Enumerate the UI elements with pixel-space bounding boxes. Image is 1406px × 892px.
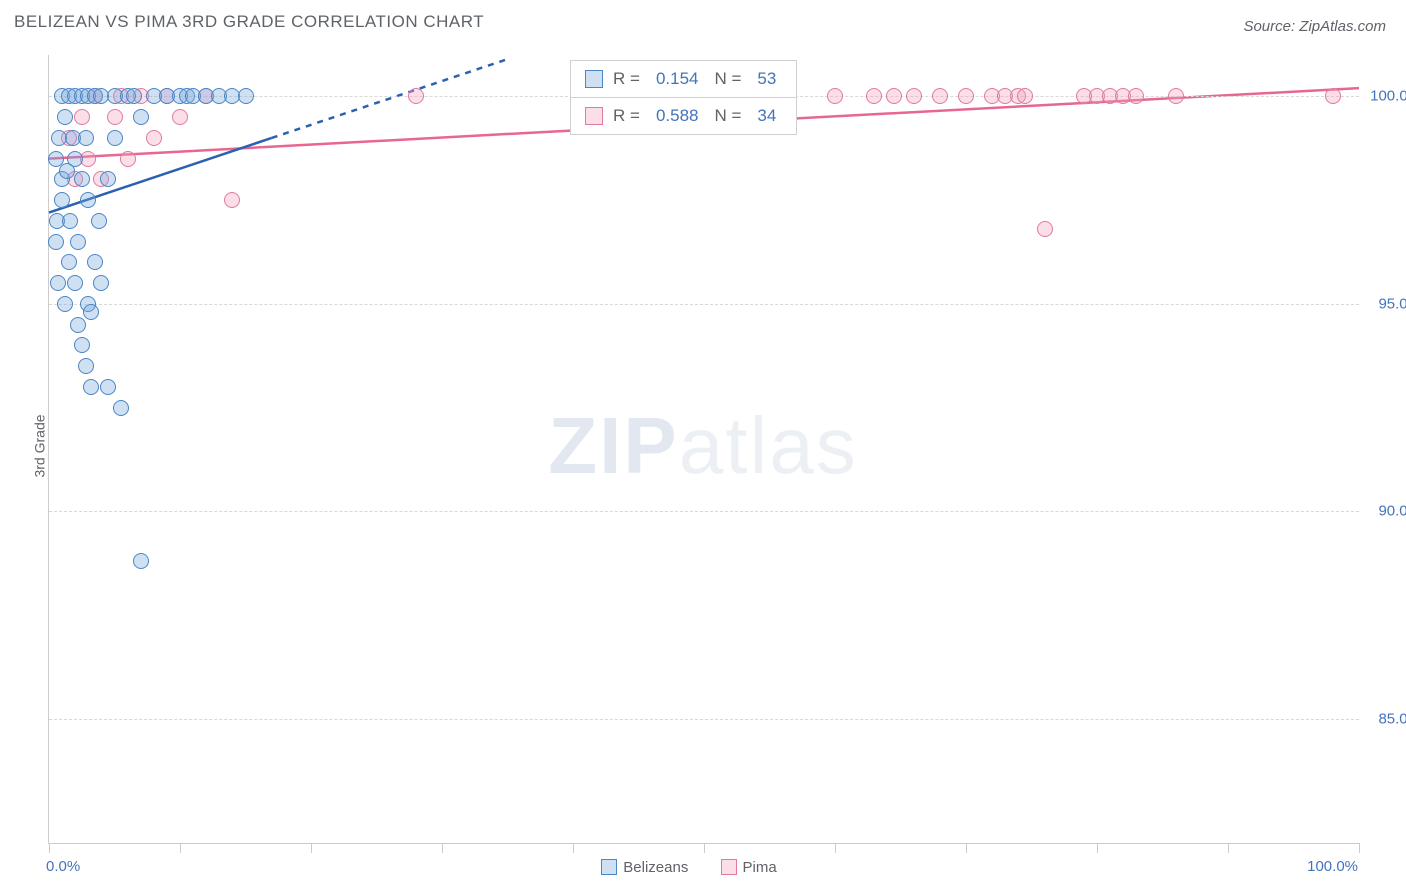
chart-svg (49, 55, 1359, 843)
x-tick (835, 843, 836, 853)
scatter-point-pima (172, 109, 188, 125)
scatter-point-pima (74, 109, 90, 125)
scatter-point-belizean (50, 275, 66, 291)
x-tick (1359, 843, 1360, 853)
scatter-point-pima (408, 88, 424, 104)
scatter-point-pima (1168, 88, 1184, 104)
legend-label-blue: Belizeans (623, 859, 688, 876)
scatter-point-pima (906, 88, 922, 104)
regression-line (272, 59, 508, 138)
scatter-point-pima (1325, 88, 1341, 104)
gridline (49, 511, 1359, 512)
scatter-point-belizean (83, 304, 99, 320)
y-tick-label: 90.0% (1378, 503, 1406, 520)
x-tick (49, 843, 50, 853)
n-value-blue: 53 (757, 69, 776, 89)
legend-row-pink: R =0.588 N =34 (571, 97, 796, 134)
y-tick-label: 95.0% (1378, 295, 1406, 312)
legend-swatch-pink (721, 859, 737, 875)
swatch-blue (585, 70, 603, 88)
scatter-point-belizean (100, 379, 116, 395)
scatter-point-pima (146, 130, 162, 146)
scatter-point-pima (1037, 221, 1053, 237)
x-tick (311, 843, 312, 853)
scatter-point-pima (932, 88, 948, 104)
chart-title: BELIZEAN VS PIMA 3RD GRADE CORRELATION C… (14, 12, 484, 32)
scatter-point-belizean (57, 296, 73, 312)
y-axis-label: 3rd Grade (32, 414, 48, 477)
source-label: Source: ZipAtlas.com (1243, 18, 1386, 35)
correlation-legend: R =0.154 N =53 R =0.588 N =34 (570, 60, 797, 135)
scatter-point-belizean (107, 130, 123, 146)
legend-swatch-blue (601, 859, 617, 875)
scatter-point-pima (958, 88, 974, 104)
scatter-point-pima (120, 151, 136, 167)
scatter-point-pima (107, 109, 123, 125)
scatter-point-belizean (74, 337, 90, 353)
x-tick (1097, 843, 1098, 853)
scatter-point-belizean (133, 109, 149, 125)
r-value-blue: 0.154 (656, 69, 699, 89)
y-tick-label: 100.0% (1370, 88, 1406, 105)
scatter-point-pima (1128, 88, 1144, 104)
scatter-point-pima (827, 88, 843, 104)
x-tick (704, 843, 705, 853)
scatter-point-belizean (238, 88, 254, 104)
gridline (49, 719, 1359, 720)
scatter-point-belizean (74, 171, 90, 187)
n-value-pink: 34 (757, 106, 776, 126)
scatter-point-pima (1017, 88, 1033, 104)
scatter-point-belizean (70, 234, 86, 250)
scatter-point-pima (224, 192, 240, 208)
scatter-point-belizean (87, 254, 103, 270)
scatter-point-belizean (93, 275, 109, 291)
x-tick (1228, 843, 1229, 853)
scatter-point-belizean (54, 192, 70, 208)
x-tick (442, 843, 443, 853)
y-tick-label: 85.0% (1378, 710, 1406, 727)
swatch-pink (585, 107, 603, 125)
scatter-point-belizean (113, 400, 129, 416)
x-tick (573, 843, 574, 853)
scatter-point-belizean (67, 151, 83, 167)
x-tick (966, 843, 967, 853)
scatter-point-belizean (78, 130, 94, 146)
scatter-point-belizean (126, 88, 142, 104)
scatter-point-belizean (67, 275, 83, 291)
scatter-point-belizean (100, 171, 116, 187)
scatter-point-belizean (80, 192, 96, 208)
chart-plot-area: 85.0%90.0%95.0%100.0% (48, 55, 1359, 844)
scatter-point-pima (866, 88, 882, 104)
scatter-point-belizean (62, 213, 78, 229)
series-legend: Belizeans Pima (0, 858, 1406, 876)
gridline (49, 304, 1359, 305)
scatter-point-belizean (48, 234, 64, 250)
legend-row-blue: R =0.154 N =53 (571, 61, 796, 97)
legend-label-pink: Pima (743, 859, 777, 876)
scatter-point-pima (886, 88, 902, 104)
scatter-point-belizean (57, 109, 73, 125)
scatter-point-belizean (83, 379, 99, 395)
scatter-point-belizean (133, 553, 149, 569)
scatter-point-belizean (70, 317, 86, 333)
scatter-point-belizean (78, 358, 94, 374)
scatter-point-belizean (61, 254, 77, 270)
r-value-pink: 0.588 (656, 106, 699, 126)
x-tick (180, 843, 181, 853)
scatter-point-belizean (91, 213, 107, 229)
